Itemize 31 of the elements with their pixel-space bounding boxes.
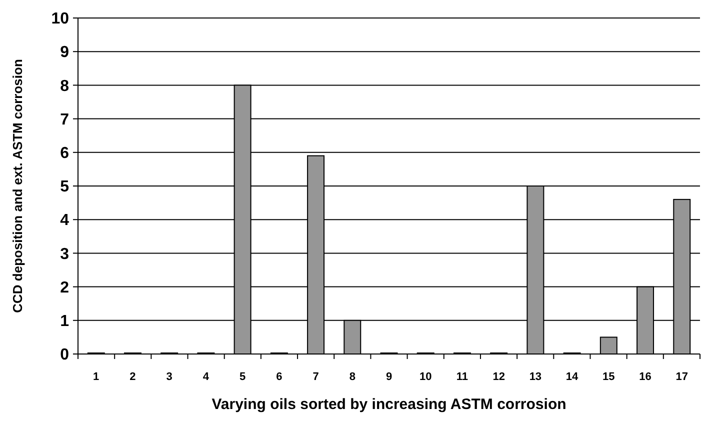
x-axis-title: Varying oils sorted by increasing ASTM corrosion <box>212 396 566 413</box>
x-tick-label: 16 <box>639 371 652 383</box>
y-tick-label: 2 <box>60 279 70 296</box>
y-tick-label: 7 <box>60 111 70 128</box>
x-tick-label: 2 <box>130 371 136 383</box>
y-tick-label: 4 <box>60 212 70 230</box>
x-tick-label: 13 <box>529 371 542 383</box>
y-tick-label: 0 <box>60 346 70 364</box>
x-tick-label: 9 <box>386 371 392 383</box>
x-tick-label: 1 <box>93 371 100 383</box>
y-tick-label: 3 <box>60 246 70 263</box>
x-tick-label: 3 <box>166 371 172 383</box>
y-tick-label: 6 <box>60 145 70 162</box>
x-tick-label: 6 <box>276 371 282 383</box>
x-tick-label: 4 <box>202 371 210 383</box>
y-tick-label: 5 <box>60 178 70 196</box>
y-tick-label: 8 <box>60 78 70 95</box>
x-tick-label: 5 <box>240 371 246 383</box>
x-tick-label: 7 <box>312 371 319 383</box>
x-tick-label: 14 <box>566 371 580 383</box>
bar <box>600 336 618 354</box>
y-tick-label: 10 <box>51 10 70 28</box>
y-tick-label: 1 <box>60 313 70 330</box>
x-tick-label: 17 <box>676 371 688 383</box>
x-tick-label: 8 <box>349 371 356 383</box>
x-tick-label: 12 <box>492 371 505 383</box>
y-axis-title: CCD deposition and ext. ASTM corrosion <box>10 59 25 313</box>
x-tick-label: 15 <box>602 371 615 383</box>
x-tick-label: 11 <box>456 371 468 383</box>
y-tick-label: 9 <box>60 44 70 62</box>
x-tick-label: 10 <box>419 371 432 383</box>
